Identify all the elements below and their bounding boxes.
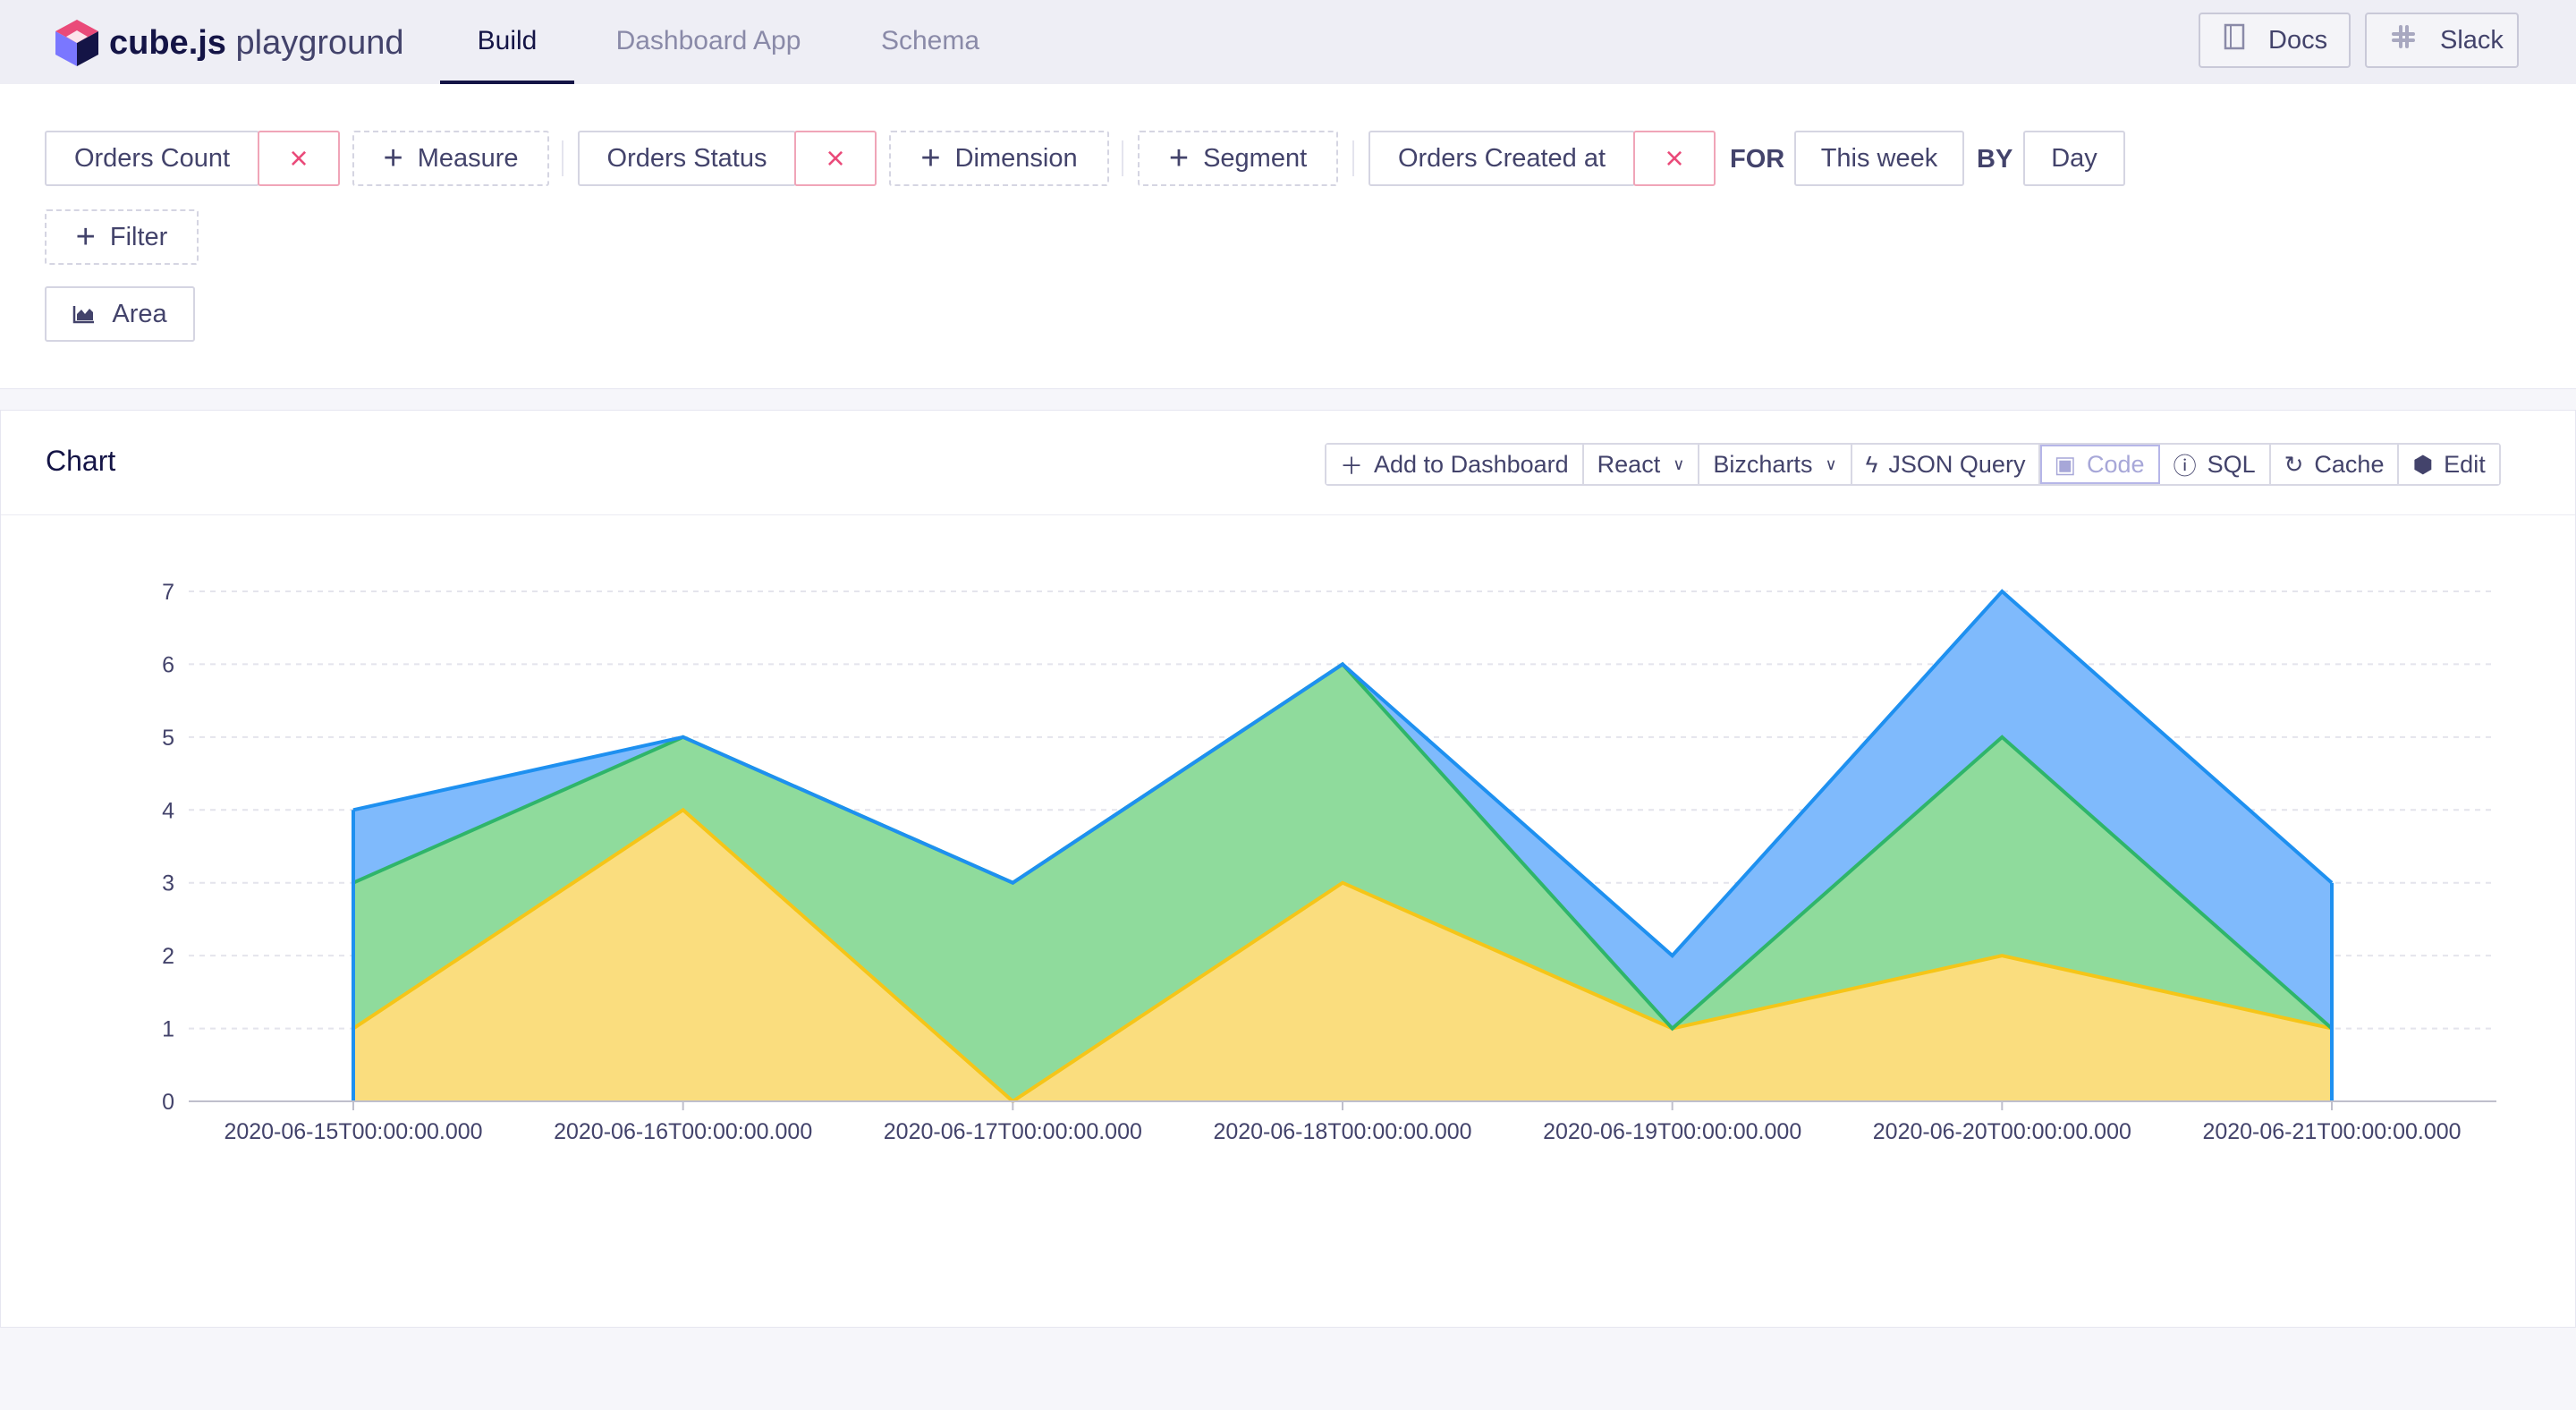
- question-circle-icon: ⓘ: [2173, 452, 2197, 480]
- area-chart-icon: [72, 304, 96, 324]
- y-tick-label: 4: [162, 798, 174, 823]
- chart-card-title: Chart: [46, 445, 116, 477]
- granularity-select[interactable]: Day: [2023, 131, 2125, 186]
- y-tick-label: 6: [162, 652, 174, 677]
- add-to-dashboard-button[interactable]: ＋ Add to Dashboard: [1326, 445, 1584, 484]
- chevron-down-icon: ∨: [1673, 454, 1685, 473]
- code-button[interactable]: ▣ Code: [2040, 445, 2160, 484]
- for-label: FOR: [1730, 145, 1785, 174]
- add-segment-button[interactable]: + Segment: [1138, 131, 1338, 186]
- slack-button[interactable]: Slack: [2365, 13, 2519, 68]
- brand-logo[interactable]: cube.js playground: [54, 18, 404, 68]
- plus-icon: +: [383, 140, 403, 177]
- x-tick-label: 2020-06-16T00:00:00.000: [554, 1119, 812, 1144]
- thunderbolt-icon: ϟ: [1865, 450, 1878, 478]
- book-icon: [2224, 23, 2245, 57]
- y-tick-label: 1: [162, 1017, 174, 1042]
- date-range-select[interactable]: This week: [1794, 131, 1964, 186]
- framework-select[interactable]: React ∨: [1583, 445, 1700, 484]
- time-dimension-pill[interactable]: Orders Created at: [1368, 131, 1635, 186]
- by-label: BY: [1977, 145, 2013, 174]
- sync-icon: ↻: [2284, 450, 2304, 478]
- x-tick-label: 2020-06-20T00:00:00.000: [1873, 1119, 2131, 1144]
- plus-icon: +: [920, 140, 941, 177]
- chart-card: Chart ＋ Add to Dashboard React ∨ Bizcharts…: [0, 410, 2576, 1328]
- y-tick-label: 7: [162, 580, 174, 605]
- remove-time-dimension-button[interactable]: ×: [1633, 131, 1716, 186]
- y-tick-label: 0: [162, 1090, 174, 1115]
- x-tick-label: 2020-06-19T00:00:00.000: [1543, 1119, 1801, 1144]
- add-dimension-button[interactable]: + Dimension: [889, 131, 1109, 186]
- edit-button[interactable]: ⬢ Edit: [2399, 445, 2499, 484]
- tab-dashboard-app[interactable]: Dashboard App: [615, 26, 801, 55]
- plus-icon: ＋: [1340, 452, 1364, 480]
- cube-logo-icon: [55, 20, 98, 66]
- brand-name: cube.js playground: [109, 23, 404, 62]
- plus-icon: +: [1168, 140, 1190, 177]
- area-series[interactable]: [353, 810, 2332, 1101]
- top-header: cube.js playground Build Dashboard App S…: [0, 0, 2576, 85]
- dimension-pill[interactable]: Orders Status: [578, 131, 796, 186]
- chevron-down-icon: ∨: [1825, 454, 1837, 473]
- area-chart: 0 1 2 3 4 5 6 7 2020-06-15T00:00:00.000 2020-06-1…: [162, 580, 2496, 1144]
- x-tick-label: 2020-06-18T00:00:00.000: [1213, 1119, 1471, 1144]
- divider: [1122, 140, 1123, 176]
- series-line: [352, 807, 2333, 1104]
- x-tick-label: 2020-06-17T00:00:00.000: [884, 1119, 1142, 1144]
- slack-icon: [2390, 23, 2417, 57]
- json-query-button[interactable]: ϟ JSON Query: [1852, 445, 2041, 484]
- y-tick-label: 3: [162, 871, 174, 896]
- add-measure-button[interactable]: + Measure: [352, 131, 549, 186]
- x-tick-label: 2020-06-15T00:00:00.000: [224, 1119, 482, 1144]
- x-tick-label: 2020-06-21T00:00:00.000: [2202, 1119, 2461, 1144]
- y-tick-label: 2: [162, 944, 174, 969]
- cache-button[interactable]: ↻ Cache: [2270, 445, 2400, 484]
- chart-toolbar: ＋ Add to Dashboard React ∨ Bizcharts ∨ ϟ JSO…: [1325, 443, 2501, 486]
- measure-pill[interactable]: Orders Count: [45, 131, 259, 186]
- chart-card-header: Chart ＋ Add to Dashboard React ∨ Bizcharts…: [1, 411, 2575, 515]
- chart-type-select[interactable]: Area: [45, 286, 195, 342]
- codesandbox-icon: ⬢: [2412, 450, 2434, 478]
- plus-icon: +: [75, 218, 96, 256]
- tab-build[interactable]: Build: [440, 0, 574, 84]
- divider: [1352, 140, 1354, 176]
- code-icon: ▣: [2054, 450, 2077, 478]
- remove-measure-button[interactable]: ×: [258, 131, 340, 186]
- y-tick-label: 5: [162, 726, 174, 751]
- slack-label: Slack: [2440, 25, 2504, 55]
- docs-button[interactable]: Docs: [2199, 13, 2351, 68]
- sql-button[interactable]: ⓘ SQL: [2159, 445, 2271, 484]
- query-builder: Orders Count × + Measure Orders Status × …: [0, 84, 2576, 389]
- docs-label: Docs: [2268, 25, 2328, 55]
- tab-schema[interactable]: Schema: [880, 26, 980, 55]
- remove-dimension-button[interactable]: ×: [794, 131, 877, 186]
- divider: [562, 140, 564, 176]
- chart-library-select[interactable]: Bizcharts ∨: [1699, 445, 1852, 484]
- series-line: [352, 589, 2334, 958]
- add-filter-button[interactable]: + Filter: [45, 209, 199, 265]
